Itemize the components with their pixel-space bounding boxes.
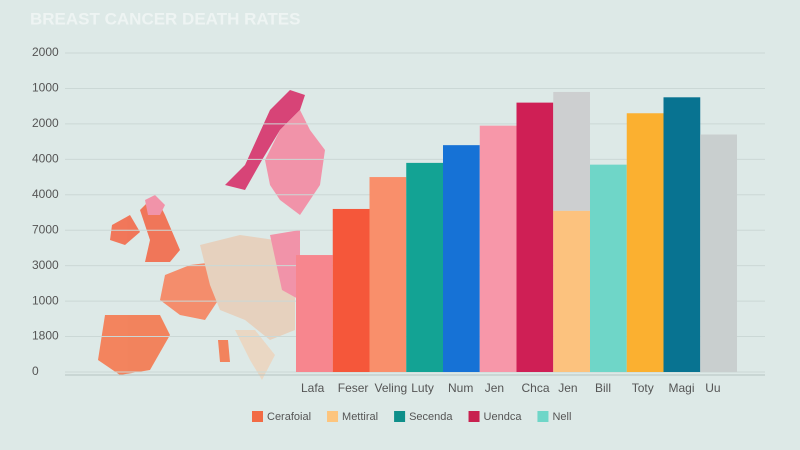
legend-swatch [252, 411, 263, 422]
x-tick-label: Uu [705, 381, 720, 395]
y-tick-label: 0 [32, 364, 39, 378]
x-tick-label: Toty [632, 381, 654, 395]
y-tick-label: 3000 [32, 258, 59, 272]
x-tick-label: Bill [595, 381, 611, 395]
x-tick-label: Num [448, 381, 473, 395]
x-tick-label: Jen [558, 381, 577, 395]
x-tick-label: Chca [522, 381, 550, 395]
y-tick-label: 7000 [32, 222, 59, 236]
legend-swatch [537, 411, 549, 422]
bar [553, 91, 590, 211]
bar [700, 134, 737, 372]
x-tick-label: Lafa [301, 381, 325, 395]
legend-label: Mettiral [342, 411, 378, 423]
x-tick-label: Jen [485, 381, 504, 395]
bar [516, 102, 554, 372]
bar [296, 255, 333, 372]
y-tick-label: 1000 [32, 293, 59, 307]
chart-title: BREAST CANCER DEATH RATES [30, 9, 300, 28]
x-tick-label: Feser [338, 381, 369, 395]
legend-label: Cerafoial [267, 411, 311, 423]
legend-label: Nell [552, 411, 571, 423]
y-tick-label: 2000 [32, 45, 59, 59]
bar [406, 162, 443, 372]
y-tick-label: 2000 [32, 116, 59, 130]
x-tick-label: Veling [375, 381, 408, 395]
bar [663, 97, 701, 373]
x-tick-label: Luty [411, 381, 434, 395]
bar [443, 145, 480, 372]
europe-map [98, 90, 325, 380]
y-tick-label: 1000 [32, 81, 59, 95]
legend-swatch [468, 411, 480, 422]
y-tick-label: 4000 [32, 152, 59, 166]
y-tick-label: 4000 [32, 187, 59, 201]
legend-swatch [394, 411, 406, 422]
bar [369, 177, 407, 372]
bar [332, 208, 370, 372]
legend-swatch [327, 411, 339, 422]
legend-label: Uendca [484, 411, 523, 423]
legend-label: Secenda [409, 411, 453, 423]
x-tick-label: Magi [669, 381, 695, 395]
bar [590, 164, 627, 372]
y-tick-label: 1800 [32, 329, 59, 343]
bar [626, 113, 664, 372]
bar [479, 125, 517, 373]
bar [553, 210, 590, 372]
